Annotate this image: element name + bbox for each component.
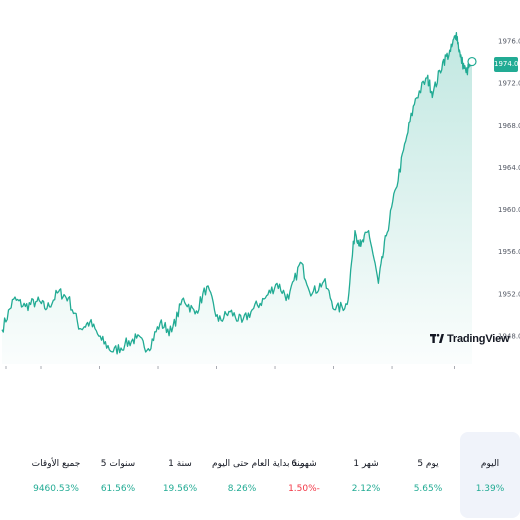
period-change: 5.65% — [413, 484, 443, 494]
period-3[interactable]: 6 شهر 1.50%- — [274, 432, 334, 518]
period-change: 8.26% — [227, 484, 257, 494]
period-change: 19.56% — [162, 484, 198, 494]
y-tick-label: 1952.00 — [498, 290, 520, 298]
price-chart[interactable]: 1948.00 1952.00 1956.00 1960.00 1964.00 1968.… — [0, 0, 520, 372]
y-tick-label: 1968.00 — [498, 122, 520, 130]
performance-periods: اليوم 1.39% 5 يوم 5.65% 1 شهر 2.12% 6 شهر 1.50%… — [0, 432, 520, 520]
price-line — [1, 31, 473, 355]
y-tick-label: 1964.00 — [498, 164, 520, 172]
period-label: 5 سنوات — [100, 459, 136, 469]
period-change: 1.50%- — [288, 484, 320, 494]
last-price-marker-layer — [467, 56, 477, 67]
y-tick-label: 1948.00 — [498, 333, 520, 341]
y-tick-label: 1956.00 — [498, 248, 520, 256]
y-tick-label: 1972.00 — [498, 80, 520, 88]
period-label: 1 شهر — [353, 459, 379, 469]
period-5[interactable]: 1 سنة 19.56% — [150, 432, 210, 518]
period-change: 1.39% — [475, 484, 505, 494]
tradingview-logo-text: TradingView — [447, 333, 510, 345]
last-price-marker — [467, 56, 477, 67]
period-6[interactable]: 5 سنوات 61.56% — [88, 432, 148, 518]
period-change: 61.56% — [100, 484, 136, 494]
period-0[interactable]: اليوم 1.39% — [460, 432, 520, 518]
tradingview-logo[interactable]: TradingView — [430, 333, 510, 345]
period-label: 5 يوم — [417, 459, 439, 469]
period-7[interactable]: جميع الأوقات 9460.53% — [26, 432, 86, 518]
y-tick-label: 1960.00 — [498, 206, 520, 214]
period-2[interactable]: 1 شهر 2.12% — [336, 432, 396, 518]
period-label: 6 شهر — [291, 459, 317, 469]
period-label: منذ بداية العام حتى اليوم — [212, 459, 305, 469]
period-change: 2.12% — [351, 484, 381, 494]
price-line-layer — [1, 31, 473, 355]
area-fill-layer — [2, 32, 472, 364]
period-change: 9460.53% — [33, 484, 79, 494]
y-axis: 1948.00 1952.00 1956.00 1960.00 1964.00 1968.… — [498, 38, 520, 341]
last-price-label: 1974.05 — [494, 57, 520, 72]
x-axis: 01:0003:0006:0009:0012:0015:0018:0021:00… — [5, 366, 455, 369]
period-label: اليوم — [480, 459, 500, 469]
period-label: 1 سنة — [168, 459, 192, 469]
price-area — [2, 32, 472, 364]
period-label: جميع الأوقات — [31, 459, 81, 469]
tradingview-logo-icon — [430, 333, 444, 343]
period-1[interactable]: 5 يوم 5.65% — [398, 432, 458, 518]
period-4[interactable]: منذ بداية العام حتى اليوم 8.26% — [212, 432, 305, 518]
y-tick-label: 1976.00 — [498, 38, 520, 46]
